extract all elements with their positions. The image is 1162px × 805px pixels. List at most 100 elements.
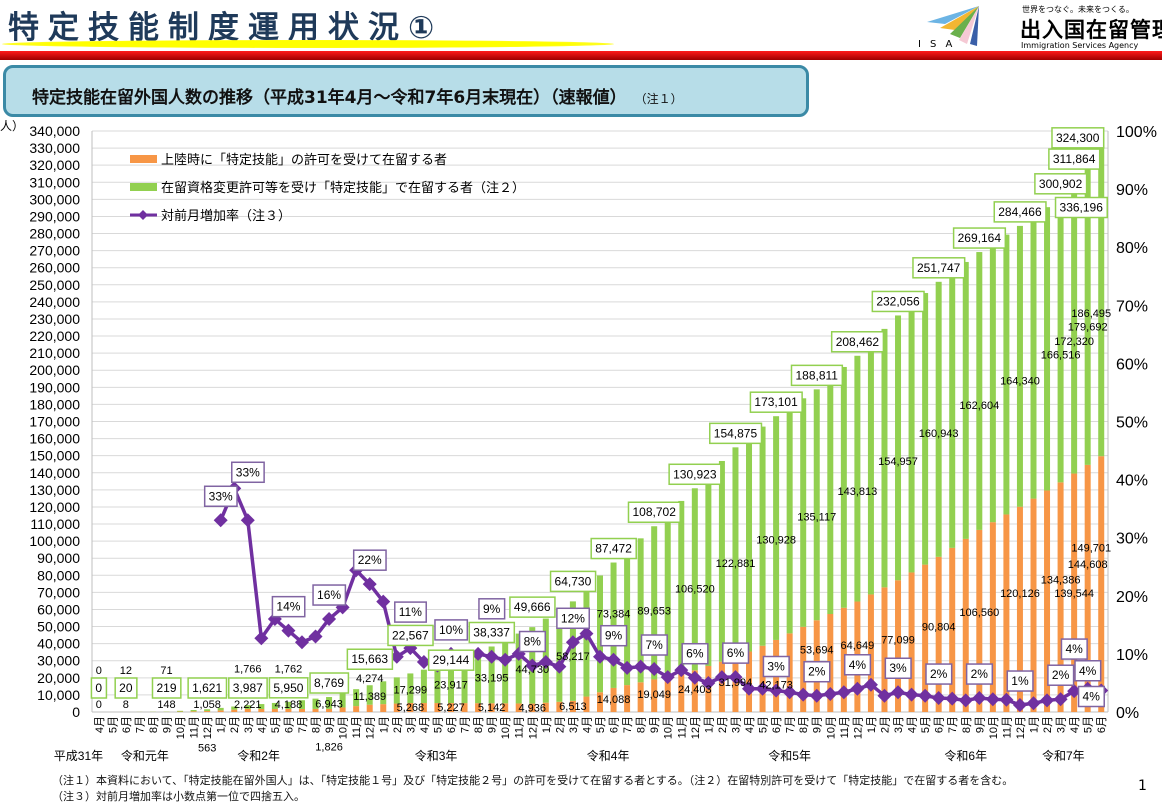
y-tick-label: 180,000: [29, 396, 80, 412]
change-data-label: 106,520: [675, 583, 715, 595]
rate-marker: [322, 612, 337, 627]
y-tick-label: 200,000: [29, 362, 80, 378]
x-tick-label: 11月: [514, 716, 526, 738]
x-tick-label: 6月: [446, 716, 458, 733]
total-data-label-group: 3,987: [228, 677, 268, 699]
change-data-label: 179,692: [1068, 322, 1108, 334]
bar-change: [434, 665, 441, 704]
total-data-label: 8,769: [314, 676, 344, 690]
x-tick-label: 3月: [730, 716, 742, 733]
total-data-label: 269,164: [958, 231, 1002, 245]
total-data-label-group: 87,472: [590, 537, 637, 560]
rate-marker: [823, 686, 838, 701]
x-tick-label: 2月: [879, 716, 891, 733]
y2-tick-label: 50%: [1116, 415, 1148, 432]
x-tick-label: 12月: [527, 716, 539, 739]
total-data-label-box: [590, 537, 637, 560]
rate-data-label: 3%: [889, 661, 907, 675]
rate-data-label-box: [600, 624, 628, 647]
bar-landing: [1057, 482, 1064, 712]
bar-change: [217, 707, 224, 711]
total-data-label-box: [790, 364, 844, 387]
bar-landing: [380, 704, 387, 712]
total-data-label-box: [387, 624, 434, 647]
landing-data-label: 53,694: [800, 645, 834, 657]
rate-data-label-box: [803, 660, 831, 683]
x-tick-label: 8月: [473, 716, 485, 733]
bar-landing: [204, 711, 211, 712]
y-tick-label: 30,000: [37, 653, 80, 669]
y-tick-label: 150,000: [29, 448, 80, 464]
bar-change: [407, 673, 414, 703]
y2-tick-label: 40%: [1116, 473, 1148, 490]
bar-landing: [949, 547, 956, 712]
total-data-label-box: [509, 596, 556, 618]
bar-landing: [488, 703, 495, 712]
landing-data-label: 12: [120, 665, 132, 677]
chart-subtitle: 特定技能在留外国人数の推移（平成31年4月～令和7年6月末現在）（速報値） （注１…: [32, 83, 683, 108]
rate-data-label-group: 9%: [478, 598, 506, 620]
rate-marker: [1012, 698, 1027, 713]
y-tick-label: 50,000: [37, 619, 80, 635]
bar-landing: [217, 710, 224, 712]
rate-data-label-group: 2%: [1047, 664, 1075, 686]
total-data-label-box: [309, 672, 350, 694]
bar-landing: [339, 707, 346, 712]
bar-landing: [922, 564, 929, 712]
total-data-label-group: 284,466: [993, 201, 1047, 223]
bar-change: [353, 689, 360, 707]
bar-change: [691, 488, 698, 671]
landing-data-label-group: 4,936: [519, 702, 547, 714]
landing-data-label-group: 149,701: [1071, 542, 1111, 554]
change-data-label-group: 186,495: [1071, 308, 1111, 320]
x-tick-label: 2月: [229, 716, 241, 733]
landing-data-label: 90,804: [922, 622, 956, 634]
y-tick-label: 330,000: [29, 140, 80, 156]
x-tick-label: 8月: [148, 716, 160, 733]
x-tick-label: 4月: [907, 716, 919, 733]
bar-landing: [840, 607, 847, 712]
rate-data-label: 4%: [1083, 690, 1101, 704]
bar-landing: [420, 703, 427, 712]
legend-label: 対前月増加率（注３）: [161, 208, 291, 223]
rate-data-label: 7%: [646, 638, 664, 652]
bar-change: [840, 366, 847, 608]
y-tick-label: 100,000: [29, 533, 80, 549]
x-tick-label: 6月: [283, 716, 295, 733]
x-tick-label: 9月: [812, 716, 824, 733]
total-data-label: 300,902: [1039, 177, 1083, 191]
bar-change: [583, 588, 590, 697]
rate-data-label: 1%: [1011, 674, 1029, 688]
total-data-label-box: [1034, 173, 1088, 195]
total-data-label: 311,864: [1053, 152, 1096, 166]
change-data-label-group: 160,943: [919, 428, 959, 440]
change-data-label: 122,881: [716, 558, 756, 570]
rate-data-label: 14%: [276, 600, 300, 614]
rate-data-label: 3%: [767, 660, 785, 674]
rate-data-label-box: [352, 549, 387, 571]
change-data-label: 166,516: [1041, 349, 1081, 361]
year-label: 令和3年: [415, 748, 458, 763]
y2-tick-label: 80%: [1116, 240, 1148, 257]
total-data-label-box: [468, 621, 516, 644]
rate-marker: [1026, 696, 1041, 711]
rate-marker: [945, 691, 960, 706]
rate-marker: [308, 629, 323, 644]
x-tick-label: 5月: [758, 716, 770, 733]
bar-landing: [1003, 514, 1010, 712]
rate-marker: [633, 659, 648, 674]
change-data-label-group: 6,943: [315, 699, 343, 711]
rate-marker: [579, 626, 594, 641]
x-tick-label: 9月: [974, 716, 986, 733]
change-data-label-group: 135,117: [797, 511, 836, 523]
rate-marker: [416, 655, 431, 670]
bar-landing: [353, 706, 360, 712]
rate-marker: [958, 693, 973, 708]
landing-data-label: 1,766: [234, 663, 262, 675]
change-data-label-group: 143,813: [838, 486, 878, 498]
bar-change: [1057, 197, 1064, 483]
bar-change: [800, 398, 807, 627]
total-data-label: 20: [119, 681, 133, 695]
landing-data-label-group: 5,268: [397, 702, 425, 714]
rate-data-label: 4%: [1065, 642, 1083, 656]
